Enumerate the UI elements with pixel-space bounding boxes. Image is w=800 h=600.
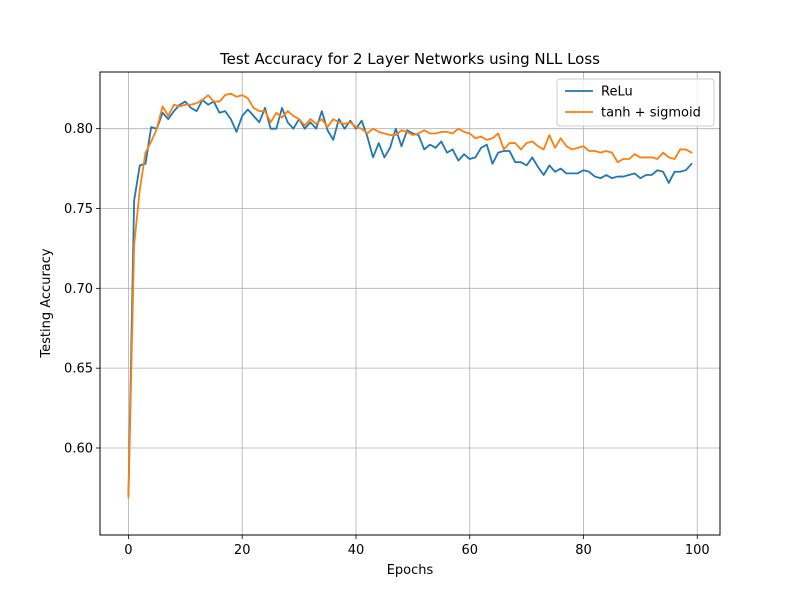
y-tick-label: 0.65 [64, 362, 93, 377]
series-line-tanh-sigmoid [127, 92, 693, 499]
x-axis-label: Epochs [387, 563, 434, 578]
x-tick-label: 0 [124, 543, 132, 558]
x-tick-label: 80 [575, 543, 592, 558]
legend-label-relu: ReLu [601, 85, 633, 100]
legend: ReLu tanh + sigmoid [556, 78, 715, 127]
series-lines [127, 92, 693, 499]
chart-title: Test Accuracy for 2 Layer Networks using… [219, 50, 600, 68]
y-axis-label: Testing Accuracy [39, 248, 54, 358]
legend-label-tanh-sigmoid: tanh + sigmoid [601, 106, 701, 121]
y-tick-label: 0.60 [64, 441, 93, 456]
y-tick-label: 0.70 [64, 282, 93, 297]
x-tick-label: 20 [234, 543, 251, 558]
x-tick-label: 40 [348, 543, 365, 558]
grid-lines [100, 72, 720, 535]
series-line-relu [127, 99, 693, 497]
y-axis-ticks: 0.60 0.65 0.70 0.75 0.80 [64, 122, 100, 456]
plot-area: 0 20 40 60 80 100 0.60 0.65 0.70 0.75 0.80 [64, 71, 721, 558]
axes-background [100, 72, 720, 535]
y-tick-label: 0.80 [64, 122, 93, 137]
x-tick-label: 60 [461, 543, 478, 558]
axes-frame [99, 71, 721, 536]
x-axis-ticks: 0 20 40 60 80 100 [124, 535, 710, 558]
x-tick-label: 100 [685, 543, 710, 558]
legend-box [556, 78, 715, 127]
y-tick-label: 0.75 [64, 202, 93, 217]
